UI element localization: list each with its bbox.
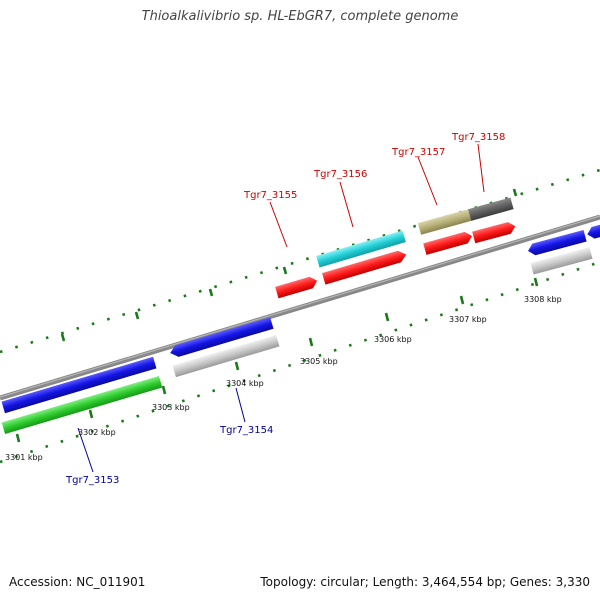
cds-blue-arrow[interactable] <box>168 317 274 359</box>
reverse-major-tick <box>533 277 539 287</box>
cds-tgr7-3157[interactable] <box>423 230 473 255</box>
forward-major-tick <box>134 311 140 320</box>
forward-major-tick <box>208 288 214 297</box>
gene-label-tgr7-3158[interactable]: Tgr7_3158 <box>451 132 505 143</box>
cds-tgr7-3154[interactable] <box>172 334 280 378</box>
forward-red-1 <box>275 275 319 299</box>
forward-scale-track <box>0 168 600 354</box>
cds-red-arrow[interactable] <box>322 249 408 285</box>
map-title: Thioalkalivibrio sp. HL-EbGR7, complete … <box>141 9 459 24</box>
leader-tgr7-3153 <box>77 427 94 473</box>
reverse-blue-3 <box>527 229 587 257</box>
forward-outer-row <box>417 197 514 235</box>
scale-label-3301: 3301 kbp <box>5 453 43 462</box>
gene-label-tgr7-3157[interactable]: Tgr7_3157 <box>391 147 445 158</box>
reverse-major-tick <box>234 361 240 371</box>
forward-red-2 <box>322 249 408 285</box>
reverse-blue-2 <box>168 317 274 359</box>
gene-label-tgr7-3156[interactable]: Tgr7_3156 <box>313 169 367 180</box>
scale-label-3303: 3303 kbp <box>152 403 190 412</box>
forward-major-tick <box>60 333 66 342</box>
cds-tgr7-3156[interactable] <box>316 230 406 268</box>
genome-backbone <box>0 214 600 401</box>
forward-major-tick <box>282 266 288 275</box>
cds-light-grey[interactable] <box>530 247 593 275</box>
forward-red-4 <box>472 221 517 244</box>
reverse-major-tick <box>459 295 465 305</box>
cds-dark-grey[interactable] <box>467 197 514 221</box>
reverse-scale-track <box>0 260 600 464</box>
reverse-light-grey-1 <box>172 334 280 378</box>
genome-summary-text: Topology: circular; Length: 3,464,554 bp… <box>260 575 590 589</box>
genome-backbone-highlight <box>0 215 600 398</box>
accession-text: Accession: NC_011901 <box>9 575 146 589</box>
leader-tgr7-3158 <box>477 143 485 193</box>
scale-label-3305: 3305 kbp <box>300 357 338 366</box>
forward-minor-ticks <box>0 168 600 354</box>
cds-olive[interactable] <box>417 209 472 235</box>
leader-tgr7-3155 <box>269 201 288 248</box>
scale-label-3307: 3307 kbp <box>449 315 487 324</box>
cds-tgr7-3158[interactable] <box>472 221 517 244</box>
gene-label-tgr7-3153[interactable]: Tgr7_3153 <box>65 475 119 486</box>
reverse-green <box>1 375 163 435</box>
reverse-light-grey-2 <box>530 247 593 275</box>
gene-label-tgr7-3154[interactable]: Tgr7_3154 <box>219 425 273 436</box>
cds-tgr7-3153[interactable] <box>1 375 163 435</box>
cds-tgr7-3155[interactable] <box>275 275 319 299</box>
reverse-blue-4 <box>586 222 600 240</box>
scale-label-3308: 3308 kbp <box>524 295 562 304</box>
reverse-major-tick <box>15 433 21 443</box>
forward-red-3 <box>423 230 473 255</box>
reverse-major-tick <box>308 337 314 347</box>
reverse-major-tick <box>88 409 94 419</box>
cds-blue-bar[interactable] <box>1 356 157 414</box>
leader-tgr7-3157 <box>417 156 438 206</box>
forward-cyan-row <box>316 230 406 268</box>
scale-label-3302: 3302 kbp <box>78 428 116 437</box>
cds-blue-arrow-right[interactable] <box>527 229 587 257</box>
reverse-major-tick <box>384 312 390 322</box>
forward-major-tick <box>512 188 518 197</box>
leader-tgr7-3154 <box>235 387 246 423</box>
reverse-blue-1 <box>1 356 157 414</box>
scale-label-3306: 3306 kbp <box>374 335 412 344</box>
reverse-major-tick <box>161 385 167 395</box>
cds-blue-arrow-edge[interactable] <box>586 222 600 240</box>
gene-label-tgr7-3155[interactable]: Tgr7_3155 <box>243 190 297 201</box>
scale-label-3304: 3304 kbp <box>226 379 264 388</box>
leader-tgr7-3156 <box>339 181 354 228</box>
